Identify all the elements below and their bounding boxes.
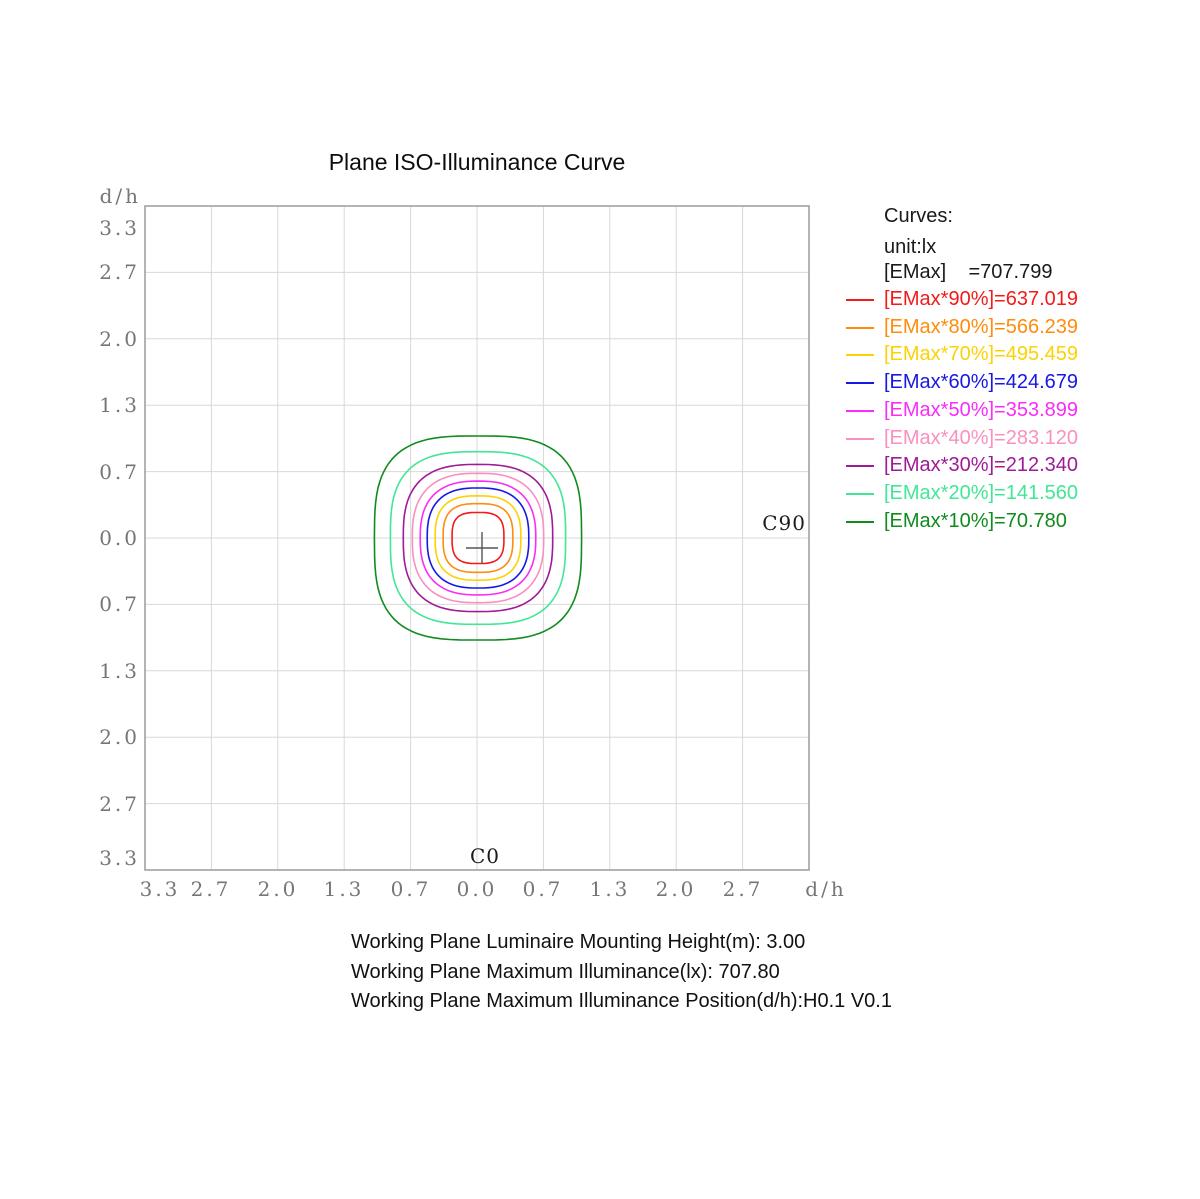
y-axis-tick-label: 3.3: [99, 846, 140, 870]
x-axis-tick-label: 2.0: [257, 877, 299, 901]
y-axis-tick-label: 1.3: [99, 393, 140, 417]
legend-swatch-90pct: [846, 299, 874, 301]
contour-30pct: [402, 463, 554, 613]
x-axis-unit-label: d/h: [805, 877, 847, 901]
legend-swatch-80pct: [846, 327, 874, 329]
contour-90pct: [451, 511, 505, 565]
x-axis-tick-label: 2.0: [655, 877, 697, 901]
footer-max-illuminance: Working Plane Maximum Illuminance(lx): 7…: [351, 960, 780, 983]
legend-label-10pct: [EMax*10%]=70.780: [884, 510, 1067, 532]
x-axis-tick-label: 0.7: [390, 877, 432, 901]
contour-70pct: [434, 495, 522, 581]
y-axis-tick-label: 0.7: [99, 592, 140, 616]
legend-label-30pct: [EMax*30%]=212.340: [884, 454, 1079, 476]
legend-swatch-30pct: [846, 465, 874, 467]
contour-40pct: [411, 472, 545, 604]
y-axis-tick-label: 2.0: [99, 725, 140, 749]
x-axis-tick-label: 3.3: [139, 877, 181, 901]
contour-20pct: [389, 450, 567, 626]
footer-notes: Working Plane Luminaire Mounting Height(…: [351, 928, 892, 1017]
x-axis-tick-label: 2.7: [190, 877, 232, 901]
legend-unit: unit:lx: [884, 236, 937, 258]
x-axis-tick-label: 0.0: [456, 877, 498, 901]
legend-emax-entry: [EMax] =707.799: [884, 261, 1053, 283]
legend-swatch-60pct: [846, 382, 874, 384]
legend-label-70pct: [EMax*70%]=495.459: [884, 343, 1079, 365]
y-axis-tick-label: 0.7: [99, 460, 140, 484]
legend-label-50pct: [EMax*50%]=353.899: [884, 399, 1079, 421]
legend-label-60pct: [EMax*60%]=424.679: [884, 371, 1079, 393]
legend-label-40pct: [EMax*40%]=283.120: [884, 427, 1079, 449]
legend-label-80pct: [EMax*80%]=566.239: [884, 316, 1079, 338]
footer-mounting-height: Working Plane Luminaire Mounting Height(…: [351, 931, 806, 953]
legend-label-90pct: [EMax*90%]=637.019: [884, 288, 1079, 310]
plot-border: [144, 205, 810, 871]
legend-swatch-70pct: [846, 354, 874, 356]
contour-80pct: [442, 502, 514, 574]
legend-swatch-20pct: [846, 493, 874, 495]
chart-title: Plane ISO-Illuminance Curve: [328, 149, 626, 175]
x-axis-tick-label: 1.3: [589, 877, 631, 901]
y-axis-tick-label: 2.0: [99, 327, 140, 351]
x-axis-tick-label: 1.3: [323, 877, 365, 901]
grid-lines: [145, 206, 809, 870]
contour-10pct: [373, 435, 583, 641]
y-axis-tick-label: 3.3: [99, 216, 140, 240]
y-axis-tick-label: 2.7: [99, 260, 140, 284]
y-axis-tick-label: 0.0: [99, 526, 140, 550]
emax-position-marker: [466, 532, 498, 564]
y-axis-tick-label: 2.7: [99, 792, 140, 816]
contour-60pct: [426, 487, 530, 589]
c90-plane-label: C90: [762, 511, 806, 535]
y-axis-unit-label: d/h: [99, 184, 141, 208]
x-axis-tick-label: 2.7: [722, 877, 764, 901]
legend-title: Curves:: [884, 205, 953, 227]
contour-50pct: [419, 480, 537, 596]
iso-curves: [373, 435, 583, 641]
c0-plane-label: C0: [469, 844, 501, 868]
legend-swatch-50pct: [846, 410, 874, 412]
y-axis-tick-label: 1.3: [99, 659, 140, 683]
x-axis-tick-label: 0.7: [522, 877, 564, 901]
legend-swatch-10pct: [846, 521, 874, 523]
legend-label-20pct: [EMax*20%]=141.560: [884, 482, 1079, 504]
legend-swatch-40pct: [846, 438, 874, 440]
footer-max-position: Working Plane Maximum Illuminance Positi…: [351, 990, 892, 1013]
